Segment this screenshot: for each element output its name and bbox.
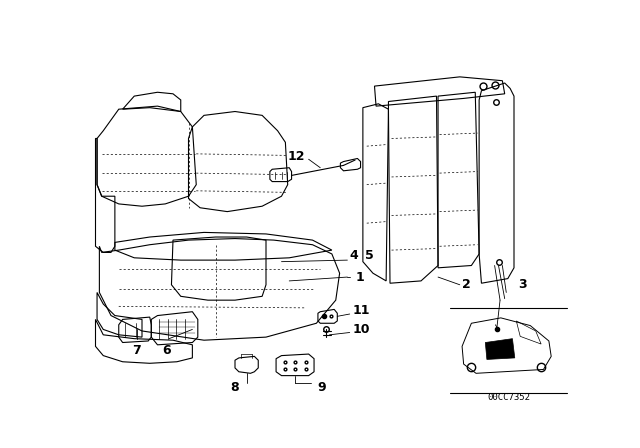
Text: 11: 11: [353, 305, 371, 318]
Text: 6: 6: [163, 344, 171, 357]
Polygon shape: [485, 339, 515, 359]
Text: 1: 1: [355, 271, 364, 284]
Text: 5: 5: [365, 249, 374, 262]
Text: 8: 8: [230, 381, 239, 394]
Text: 4: 4: [349, 249, 358, 262]
Text: 7: 7: [132, 344, 141, 357]
Text: 3: 3: [518, 278, 527, 291]
Text: 2: 2: [462, 278, 471, 291]
Text: 00CC7352: 00CC7352: [487, 393, 530, 402]
Text: 12: 12: [287, 150, 305, 163]
Text: 10: 10: [353, 323, 371, 336]
Text: 9: 9: [317, 381, 326, 394]
